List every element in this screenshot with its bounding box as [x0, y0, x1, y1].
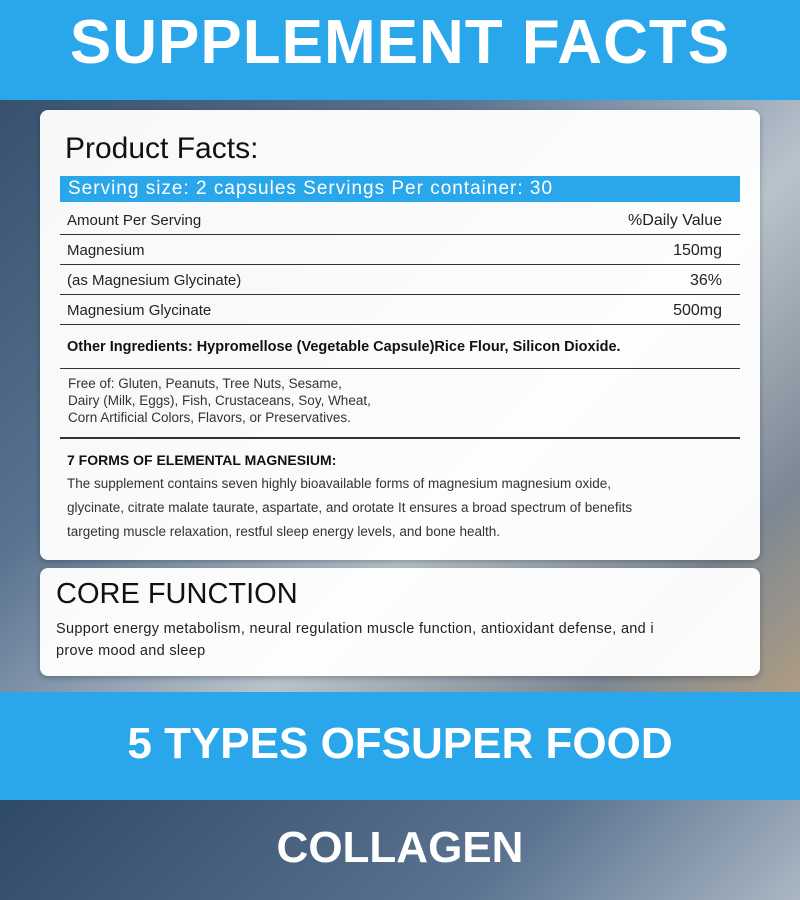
free-of-line: Dairy (Milk, Eggs), Fish, Crustaceans, S… [68, 393, 371, 408]
other-ingredients: Other Ingredients: Hypromellose (Vegetab… [67, 339, 621, 355]
facts-row: Magnesium Glycinate 500mg [60, 296, 740, 325]
free-of-line: Free of: Gluten, Peanuts, Tree Nuts, Ses… [68, 376, 342, 391]
core-line: prove mood and sleep [56, 643, 206, 659]
forms-title: 7 FORMS OF ELEMENTAL MAGNESIUM: [67, 452, 337, 468]
row-value: 150mg [673, 242, 722, 259]
core-title: CORE FUNCTION [56, 578, 298, 610]
row-label: (as Magnesium Glycinate) [67, 272, 242, 289]
header-title: SUPPLEMENT FACTS [0, 0, 800, 100]
facts-row: Magnesium 150mg [60, 236, 740, 265]
row-value: 500mg [673, 302, 722, 319]
forms-line: targeting muscle relaxation, restful sle… [67, 524, 501, 539]
row-label: Amount Per Serving [67, 212, 202, 229]
facts-panel: Product Facts: Serving size: 2 capsules … [40, 110, 760, 560]
free-of-line: Corn Artificial Colors, Flavors, or Pres… [68, 410, 351, 425]
core-line: Support energy metabolism, neural regula… [56, 621, 654, 637]
forms-line: The supplement contains seven highly bio… [67, 476, 612, 491]
row-label: Magnesium [67, 242, 145, 259]
row-value: 36% [689, 272, 722, 289]
facts-row: Amount Per Serving %Daily Value [60, 206, 740, 235]
page: {"header": {"title": "SUPPLEMENT FACTS"}… [0, 0, 800, 800]
free-of-box: Free of: Gluten, Peanuts, Tree Nuts, Ses… [60, 368, 740, 439]
serving-bar: Serving size: 2 capsules Servings Per co… [60, 176, 740, 202]
facts-row: (as Magnesium Glycinate) 36% [60, 266, 740, 295]
facts-title: Product Facts: [65, 132, 259, 165]
footer-title: 5 TYPES OFSUPER FOOD COLLAGEN [0, 692, 800, 872]
forms-line: glycinate, citrate malate taurate, aspar… [67, 500, 633, 515]
row-value: %Daily Value [628, 212, 722, 229]
core-panel: CORE FUNCTION Support energy metabolism,… [40, 568, 760, 676]
row-label: Magnesium Glycinate [67, 302, 212, 319]
